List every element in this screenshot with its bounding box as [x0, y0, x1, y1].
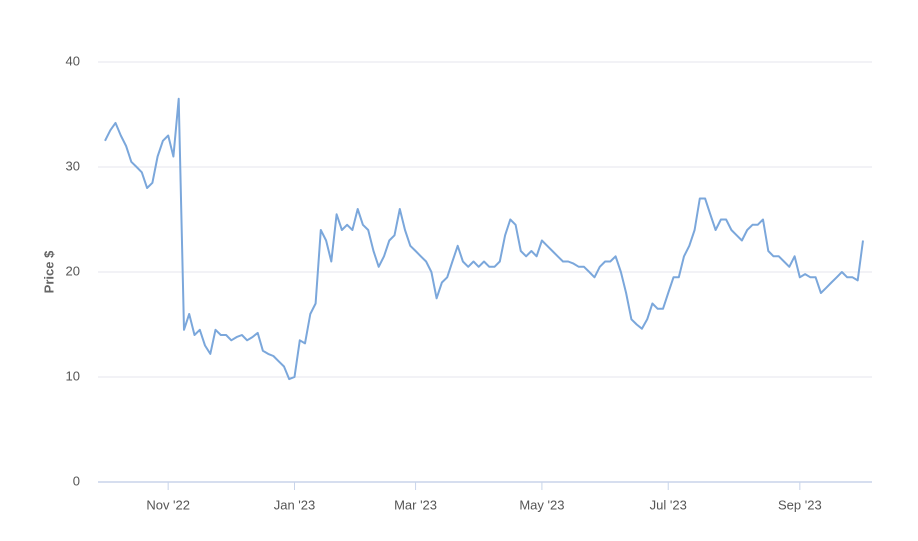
price-line: [104, 97, 864, 381]
x-tick-label: Sep '23: [778, 497, 822, 512]
y-tick-label: 0: [73, 473, 80, 488]
x-tick-label: May '23: [519, 497, 564, 512]
y-tick-label: 40: [66, 53, 80, 68]
y-axis-label: Price $: [41, 250, 56, 293]
y-tick-label: 20: [66, 263, 80, 278]
y-tick-label: 30: [66, 158, 80, 173]
y-tick-label: 10: [66, 368, 80, 383]
x-tick-label: Jul '23: [650, 497, 687, 512]
x-tick-label: Nov '22: [146, 497, 190, 512]
x-tick-label: Jan '23: [274, 497, 316, 512]
x-tick-label: Mar '23: [394, 497, 437, 512]
